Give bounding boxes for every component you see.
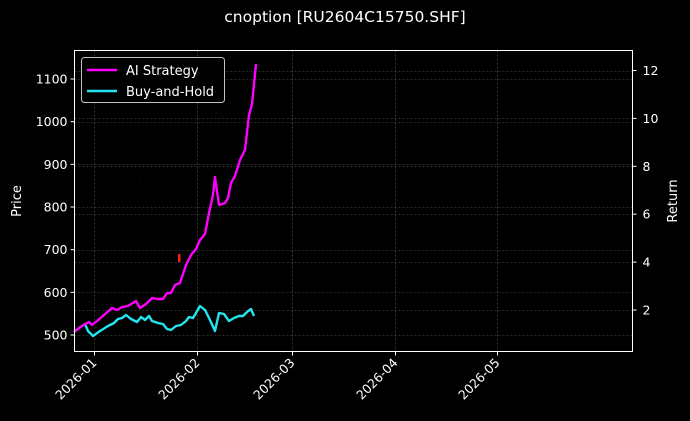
price-mark	[151, 209, 153, 211]
price-mark	[221, 115, 223, 117]
series-line-buy-and-hold	[73, 304, 256, 338]
y-axis-right: 2 4 6 8 10 12	[632, 63, 659, 318]
y-left-tick-label: 500	[44, 328, 68, 343]
y-left-tick-label: 1100	[36, 72, 68, 87]
y-label-left: Price	[10, 185, 25, 217]
price-mark	[215, 112, 217, 114]
price-mark	[111, 239, 113, 241]
legend-box	[81, 57, 225, 103]
y-left-tick-label: 700	[44, 242, 68, 257]
price-mark	[85, 218, 87, 220]
x-tick-label: 2026-05	[455, 355, 503, 403]
price-mark	[145, 189, 147, 191]
legend-label-ai-strategy: AI Strategy	[126, 64, 199, 79]
y-left-tick-label: 600	[44, 285, 68, 300]
y-left-tick-label: 800	[44, 200, 68, 215]
price-mark	[89, 301, 91, 303]
y-axis-left: 500 600 700 800 900 1000 1100	[36, 72, 75, 343]
legend-label-buy-and-hold: Buy-and-Hold	[126, 85, 214, 100]
series-line-ai-strategy	[73, 63, 258, 333]
plot-frame	[74, 50, 633, 352]
x-tick-label: 2026-01	[52, 355, 100, 403]
y-right-tick-label: 2	[643, 303, 651, 318]
x-axis: 2026-01 2026-02 2026-03 2026-04 2026-05	[52, 351, 503, 403]
price-mark	[125, 177, 127, 179]
chart-title: cnoption [RU2604C15750.SHF]	[224, 8, 466, 26]
price-mark	[193, 164, 195, 166]
y-right-tick-label: 8	[643, 159, 651, 174]
legend: AI Strategy Buy-and-Hold	[81, 57, 225, 103]
price-mark	[178, 254, 181, 262]
price-mark	[196, 116, 198, 118]
y-label-right: Return	[666, 179, 681, 222]
x-tick-label: 2026-02	[155, 355, 203, 403]
x-tick-label: 2026-03	[250, 355, 298, 403]
y-left-tick-label: 1000	[36, 114, 68, 129]
y-left-tick-label: 900	[44, 157, 68, 172]
series-lines	[73, 63, 258, 338]
x-tick-label: 2026-04	[353, 355, 401, 403]
y-right-tick-label: 12	[643, 63, 659, 78]
y-right-tick-label: 10	[643, 111, 659, 126]
y-right-tick-label: 4	[643, 255, 651, 270]
price-mark	[139, 177, 141, 179]
price-marks	[85, 112, 223, 303]
price-mark	[119, 239, 121, 241]
y-right-tick-label: 6	[643, 207, 651, 222]
